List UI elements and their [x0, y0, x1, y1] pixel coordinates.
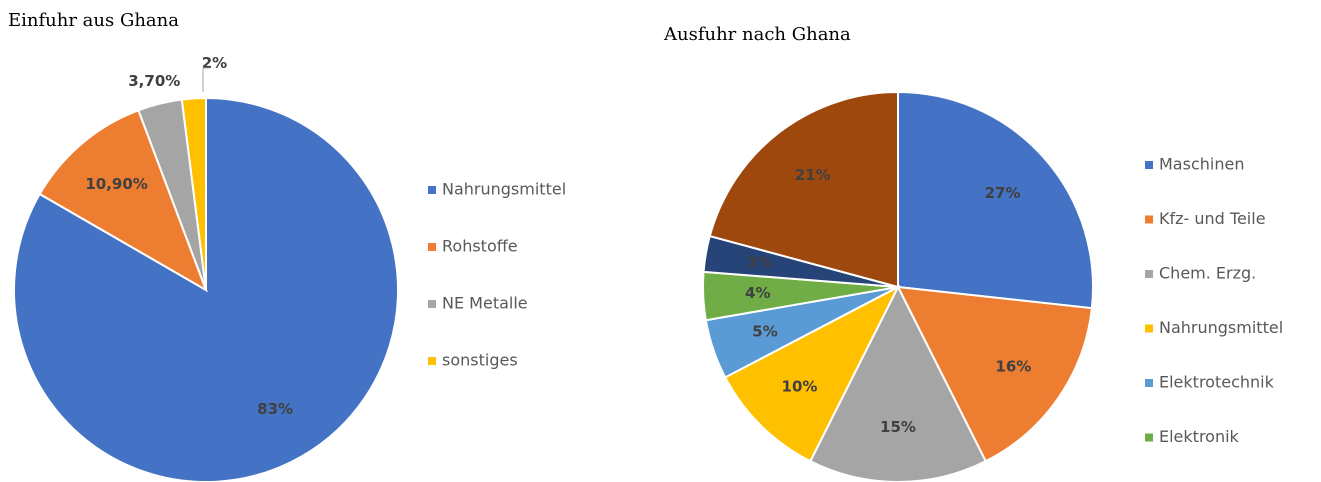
legend-swatch: [1145, 215, 1153, 224]
legend-label: sonstiges: [442, 351, 518, 370]
pie-slice: [723, 284, 901, 463]
data-label: 3,70%: [128, 72, 180, 90]
data-label: 3%: [747, 254, 772, 272]
legend-swatch: [1145, 324, 1153, 333]
pie-slice: [896, 285, 1093, 463]
chart-title: Einfuhr aus Ghana: [8, 10, 179, 31]
data-label: 4%: [745, 284, 770, 302]
legend-label: Rohstoffe: [442, 237, 518, 256]
legend-swatch: [428, 357, 436, 365]
pie-slice: [897, 90, 1094, 310]
data-label: 27%: [985, 184, 1021, 202]
legend-label: NE Metalle: [442, 294, 528, 313]
data-label: 83%: [257, 400, 293, 418]
legend-label: Elektrotechnik: [1159, 373, 1275, 392]
legend-label: Nahrungsmittel: [442, 180, 566, 199]
data-label: 5%: [752, 323, 777, 341]
legend-label: Chem. Erzg.: [1159, 264, 1256, 283]
data-label: 10,90%: [85, 175, 147, 193]
legend-swatch: [1145, 379, 1153, 387]
data-label: 2%: [202, 54, 227, 72]
legend-swatch: [1145, 270, 1153, 278]
leader-line: [202, 67, 210, 92]
legend-label: Maschinen: [1159, 155, 1244, 174]
legend-swatch: [1145, 161, 1153, 169]
legend-label: Kfz- und Teile: [1159, 209, 1266, 228]
legend-label: Nahrungsmittel: [1159, 318, 1283, 337]
data-label: 16%: [995, 358, 1031, 376]
legend-swatch: [428, 300, 436, 308]
legend-swatch: [428, 243, 436, 251]
legend-label: Elektronik: [1159, 427, 1240, 446]
pie-slice: [38, 108, 208, 293]
legend-swatch: [1145, 433, 1153, 442]
pie-slice: [180, 96, 207, 291]
chart-title: Ausfuhr nach Ghana: [663, 24, 851, 45]
data-label: 21%: [795, 166, 831, 184]
data-label: 15%: [880, 418, 916, 436]
pie-slice: [708, 90, 899, 289]
data-label: 10%: [782, 378, 818, 396]
legend-swatch: [428, 186, 436, 194]
